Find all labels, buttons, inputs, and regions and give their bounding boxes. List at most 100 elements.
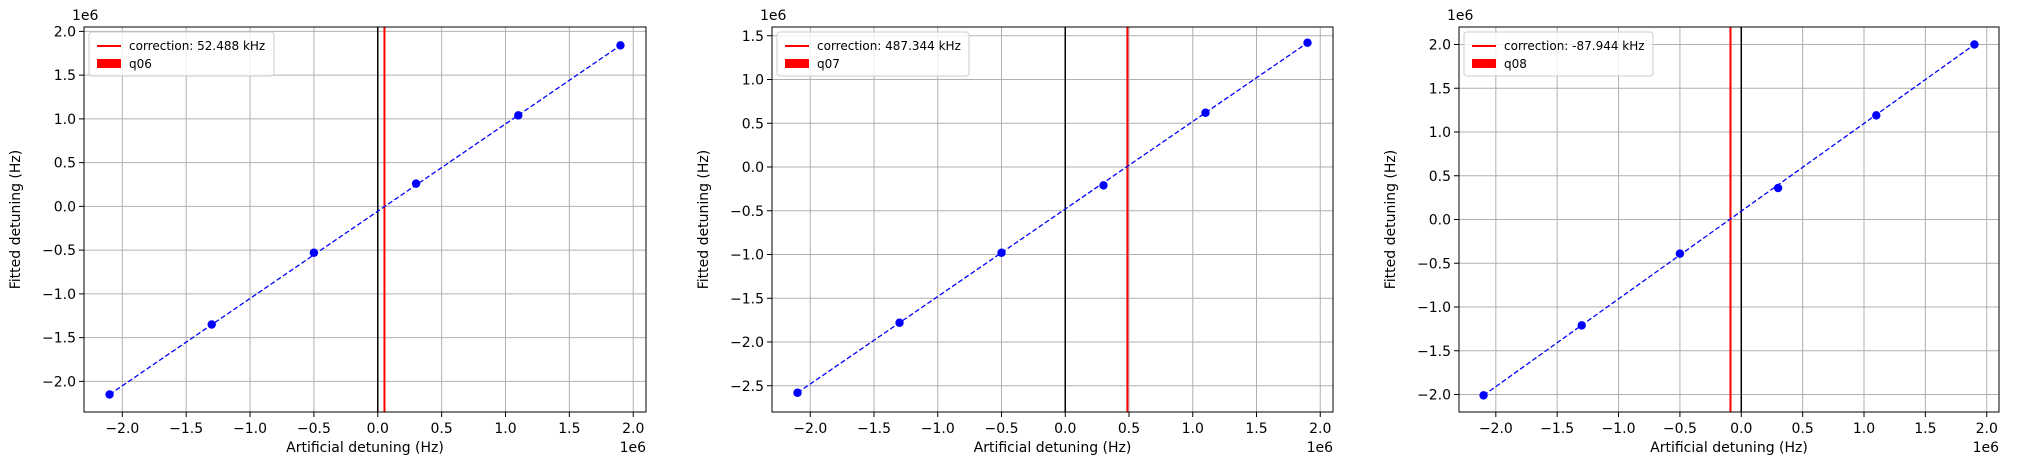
y-tick-label-6: 1.0 (54, 112, 76, 128)
x-tick-label-5: 0.5 (1118, 421, 1140, 437)
data-point-1 (1577, 321, 1586, 330)
y-tick-label-2: −1.0 (1417, 300, 1451, 316)
plot-area (793, 27, 1312, 412)
fit-line (1483, 43, 1975, 396)
x-tick-label-4: 0.0 (367, 421, 389, 437)
legend-label-1: q06 (129, 57, 152, 71)
y-axis-label: Fitted detuning (Hz) (8, 150, 24, 290)
y-tick-label-6: 0.5 (742, 116, 764, 132)
legend: correction: 487.344 kHz q07 (776, 31, 970, 77)
legend-label-1: q07 (817, 57, 840, 71)
x-tick-label-0: −2.0 (793, 421, 827, 437)
data-point-0 (1479, 391, 1488, 400)
axes-frame (771, 26, 1334, 413)
fit-line (797, 42, 1308, 394)
data-point-1 (895, 318, 904, 327)
plot-area (1479, 27, 1979, 412)
data-point-1 (207, 320, 216, 329)
legend-patch-swatch (1472, 59, 1496, 68)
chart-panel-3: −2.0 −1.5 −1.0 −0.5 0.0 0.5 1.0 1.5 2.0 −2.0 −1.5 −… (1383, 8, 2000, 456)
x-tick-label-1: −1.5 (169, 421, 203, 437)
data-point-0 (105, 390, 114, 399)
y-tick-label-5: 0.0 (742, 160, 764, 176)
y-tick-label-7: 1.0 (742, 73, 764, 89)
data-point-0 (793, 388, 802, 397)
axes-frame (83, 26, 647, 413)
data-point-5 (616, 41, 625, 50)
legend: correction: 52.488 kHz q06 (88, 31, 275, 77)
y-tick-label-7: 1.5 (54, 68, 76, 84)
y-tick-label-1: −1.5 (1417, 344, 1451, 360)
x-tick-label-6: 1.0 (1853, 421, 1875, 437)
y-tick-label-1: −1.5 (42, 331, 76, 347)
legend-patch-swatch (97, 59, 121, 68)
x-tick-label-5: 0.5 (1792, 421, 1814, 437)
legend-label-0: correction: 52.488 kHz (129, 39, 265, 53)
x-tick-label-3: −0.5 (985, 421, 1019, 437)
y-tick-label-0: −2.0 (1417, 388, 1451, 404)
y-tick-label-2: −1.0 (42, 287, 76, 303)
y-offset-label: 1e6 (1447, 8, 1474, 24)
x-tick-label-3: −0.5 (297, 421, 331, 437)
data-point-3 (1099, 181, 1108, 190)
x-axis-label: Artificial detuning (Hz) (286, 440, 444, 456)
legend: correction: -87.944 kHz q08 (1463, 31, 1654, 77)
data-point-5 (1303, 38, 1312, 47)
x-tick-label-6: 1.0 (494, 421, 516, 437)
plot-area (105, 27, 625, 412)
x-tick-label-6: 1.0 (1182, 421, 1204, 437)
x-tick-label-8: 2.0 (1976, 421, 1998, 437)
chart-panel-1: −2.0 −1.5 −1.0 −0.5 0.0 0.5 1.0 1.5 2.0 −2.0 −1.5 −… (8, 8, 647, 456)
x-tick-label-8: 2.0 (622, 421, 644, 437)
data-point-3 (411, 179, 421, 188)
data-point-5 (1970, 40, 1979, 49)
y-tick-label-4: −0.5 (730, 204, 764, 220)
x-tick-label-1: −1.5 (857, 421, 891, 437)
y-tick-label-3: −1.0 (730, 248, 764, 264)
data-point-2 (309, 248, 319, 257)
y-axis-label: Fitted detuning (Hz) (1383, 150, 1399, 290)
y-axis-label: Fitted detuning (Hz) (696, 150, 712, 290)
legend-box (88, 31, 275, 77)
x-axis-label: Artificial detuning (Hz) (1650, 440, 1808, 456)
data-point-4 (1201, 108, 1210, 117)
x-tick-label-3: −0.5 (1663, 421, 1697, 437)
x-tick-label-7: 1.5 (1245, 421, 1267, 437)
y-tick-label-8: 1.5 (742, 29, 764, 45)
x-offset-label: 1e6 (1307, 440, 1334, 456)
x-tick-label-2: −1.0 (921, 421, 955, 437)
data-point-3 (1773, 183, 1783, 193)
x-tick-label-8: 2.0 (1309, 421, 1331, 437)
legend-box (776, 31, 970, 77)
x-tick-label-1: −1.5 (1540, 421, 1574, 437)
y-tick-label-8: 2.0 (54, 24, 76, 40)
x-tick-label-0: −2.0 (105, 421, 139, 437)
data-point-2 (1675, 249, 1685, 258)
legend-label-0: correction: 487.344 kHz (817, 39, 961, 53)
y-tick-label-2: −1.5 (730, 291, 764, 307)
y-tick-label-6: 1.0 (1429, 125, 1451, 141)
y-tick-label-0: −2.0 (42, 374, 76, 390)
x-tick-label-2: −1.0 (1602, 421, 1636, 437)
y-tick-label-0: −2.5 (730, 379, 764, 395)
fit-line (109, 44, 621, 396)
x-tick-label-4: 0.0 (1730, 421, 1752, 437)
y-tick-label-7: 1.5 (1429, 81, 1451, 97)
chart-panel-2: −2.0 −1.5 −1.0 −0.5 0.0 0.5 1.0 1.5 2.0 −2.5 −2.0 −… (696, 8, 1334, 456)
legend-label-0: correction: -87.944 kHz (1504, 39, 1645, 53)
x-tick-label-7: 1.5 (1914, 421, 1936, 437)
x-tick-label-2: −1.0 (233, 421, 267, 437)
y-tick-label-1: −2.0 (730, 335, 764, 351)
y-tick-label-5: 0.5 (1429, 169, 1451, 185)
y-tick-label-4: 0.0 (54, 199, 76, 215)
x-tick-label-0: −2.0 (1479, 421, 1513, 437)
y-tick-label-3: −0.5 (42, 243, 76, 259)
y-offset-label: 1e6 (72, 8, 99, 24)
y-tick-label-3: −0.5 (1417, 256, 1451, 272)
legend-label-1: q08 (1504, 57, 1527, 71)
data-point-4 (514, 111, 523, 120)
x-tick-label-4: 0.0 (1054, 421, 1076, 437)
legend-box (1463, 31, 1654, 77)
y-offset-label: 1e6 (760, 8, 787, 24)
